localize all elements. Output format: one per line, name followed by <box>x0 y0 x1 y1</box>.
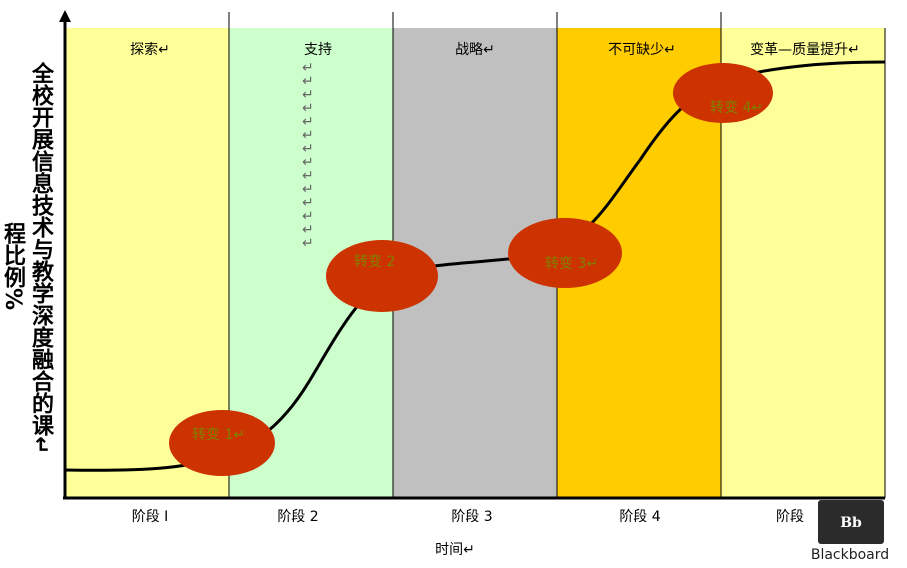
header: 变革—质量提升↵ <box>750 42 860 58</box>
paragraph-mark: ↵ <box>302 60 314 76</box>
stage-label: 阶段 2 <box>277 509 318 525</box>
paragraph-mark: ↵ <box>302 155 314 171</box>
stage-label: 阶段 <box>776 509 804 525</box>
paragraph-mark: ↵ <box>302 114 314 130</box>
y-axis-arrow <box>59 10 71 22</box>
paragraph-mark: ↵ <box>302 236 314 252</box>
transition-label: 转变 2 <box>354 254 395 270</box>
paragraph-mark: ↵ <box>302 74 314 90</box>
stage-label: 阶段 I <box>132 509 169 525</box>
paragraph-mark: ↵ <box>302 141 314 157</box>
paragraph-mark: ↵ <box>302 87 314 103</box>
transition-label: 转变 1↵ <box>192 427 245 443</box>
paragraph-mark: ↵ <box>302 168 314 184</box>
transition-label: 转变 3↵ <box>545 256 598 272</box>
paragraph-mark: ↵ <box>302 182 314 198</box>
header: 战略↵ <box>455 42 495 58</box>
stage-label: 阶段 3 <box>451 509 492 525</box>
paragraph-mark: ↵ <box>302 222 314 238</box>
x-axis-label: 时间↵ <box>435 542 475 558</box>
transition-ellipses <box>169 63 773 476</box>
headers: 探索↵ 支持 战略↵ 不可缺少↵ 变革—质量提升↵ <box>130 41 860 58</box>
transition-label: 转变 4↵ <box>710 100 763 116</box>
stages: 阶段 I 阶段 2 阶段 3 阶段 4 阶段 <box>132 509 804 525</box>
paragraph-mark: ↵ <box>302 195 314 211</box>
header: 不可缺少↵ <box>608 42 676 58</box>
header: 支持 <box>304 42 332 58</box>
paragraph-marks: ↵↵↵↵↵↵↵↵↵↵↵↵↵↵ <box>302 60 314 252</box>
header: 探索↵ <box>130 41 170 58</box>
stage-label: 阶段 4 <box>619 509 660 525</box>
paragraph-mark: ↵ <box>302 128 314 144</box>
logo-box <box>818 500 884 544</box>
y-axis-label: 全校开展信息技术与教学深度融合的课↵ <box>28 62 53 455</box>
logo-name: Blackboard <box>811 547 889 563</box>
paragraph-mark: ↵ <box>302 209 314 225</box>
transition-labels: 转变 1↵ 转变 2 转变 3↵ 转变 4↵ <box>192 100 763 443</box>
logo-mark: Bb <box>840 515 862 531</box>
paragraph-mark: ↵ <box>302 101 314 117</box>
y-axis-label-side: 程比例% <box>0 222 25 311</box>
